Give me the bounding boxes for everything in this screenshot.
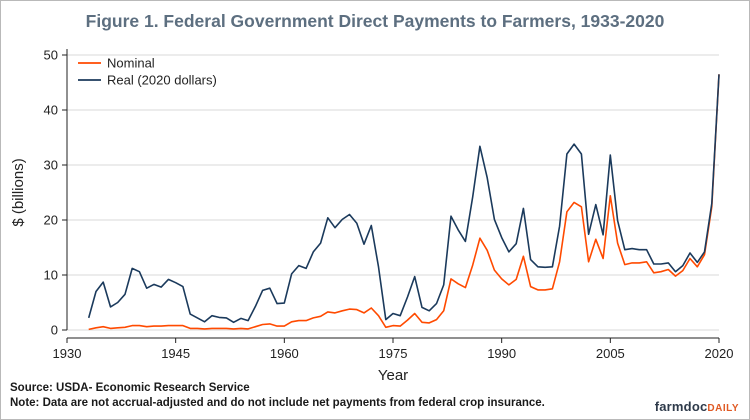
x-tick-label: 2005 xyxy=(596,346,625,361)
logo-main-text: farmdoc xyxy=(654,399,708,414)
x-axis-title: Year xyxy=(378,367,408,384)
farmdoc-logo: farmdocDAILY xyxy=(655,399,739,414)
source-note: Source: USDA- Economic Research Service xyxy=(10,382,250,394)
y-tick-label: 30 xyxy=(44,158,58,173)
y-axis-title: $ (billions) xyxy=(10,158,27,226)
y-tick-label: 40 xyxy=(44,103,58,118)
chart-title: Figure 1. Federal Government Direct Paym… xyxy=(85,11,665,31)
logo-sub-text: DAILY xyxy=(707,403,739,414)
series-line-nominal xyxy=(88,74,720,331)
series-line-real xyxy=(87,74,720,324)
y-tick-label: 20 xyxy=(44,213,58,228)
series-group xyxy=(87,74,720,331)
legend-label: Real (2020 dollars) xyxy=(107,73,217,88)
x-tick-label: 1930 xyxy=(53,346,82,361)
y-tick-label: 0 xyxy=(51,323,58,338)
y-tick-label: 50 xyxy=(44,48,58,63)
gridlines xyxy=(67,54,719,331)
x-tick-label: 2020 xyxy=(705,346,734,361)
y-tick-label: 10 xyxy=(44,268,58,283)
data-note: Note: Data are not accrual-adjusted and … xyxy=(10,397,545,409)
legend: Nominal Real (2020 dollars) xyxy=(78,56,217,88)
x-tick-label: 1975 xyxy=(379,346,408,361)
x-tick-label: 1990 xyxy=(487,346,516,361)
axes: 0 10 20 30 40 50 1930 1945 1960 1975 1990 2005 2020 Y… xyxy=(10,48,733,385)
x-tick-label: 1945 xyxy=(161,346,190,361)
legend-label: Nominal xyxy=(107,56,155,71)
x-tick-label: 1960 xyxy=(270,346,299,361)
